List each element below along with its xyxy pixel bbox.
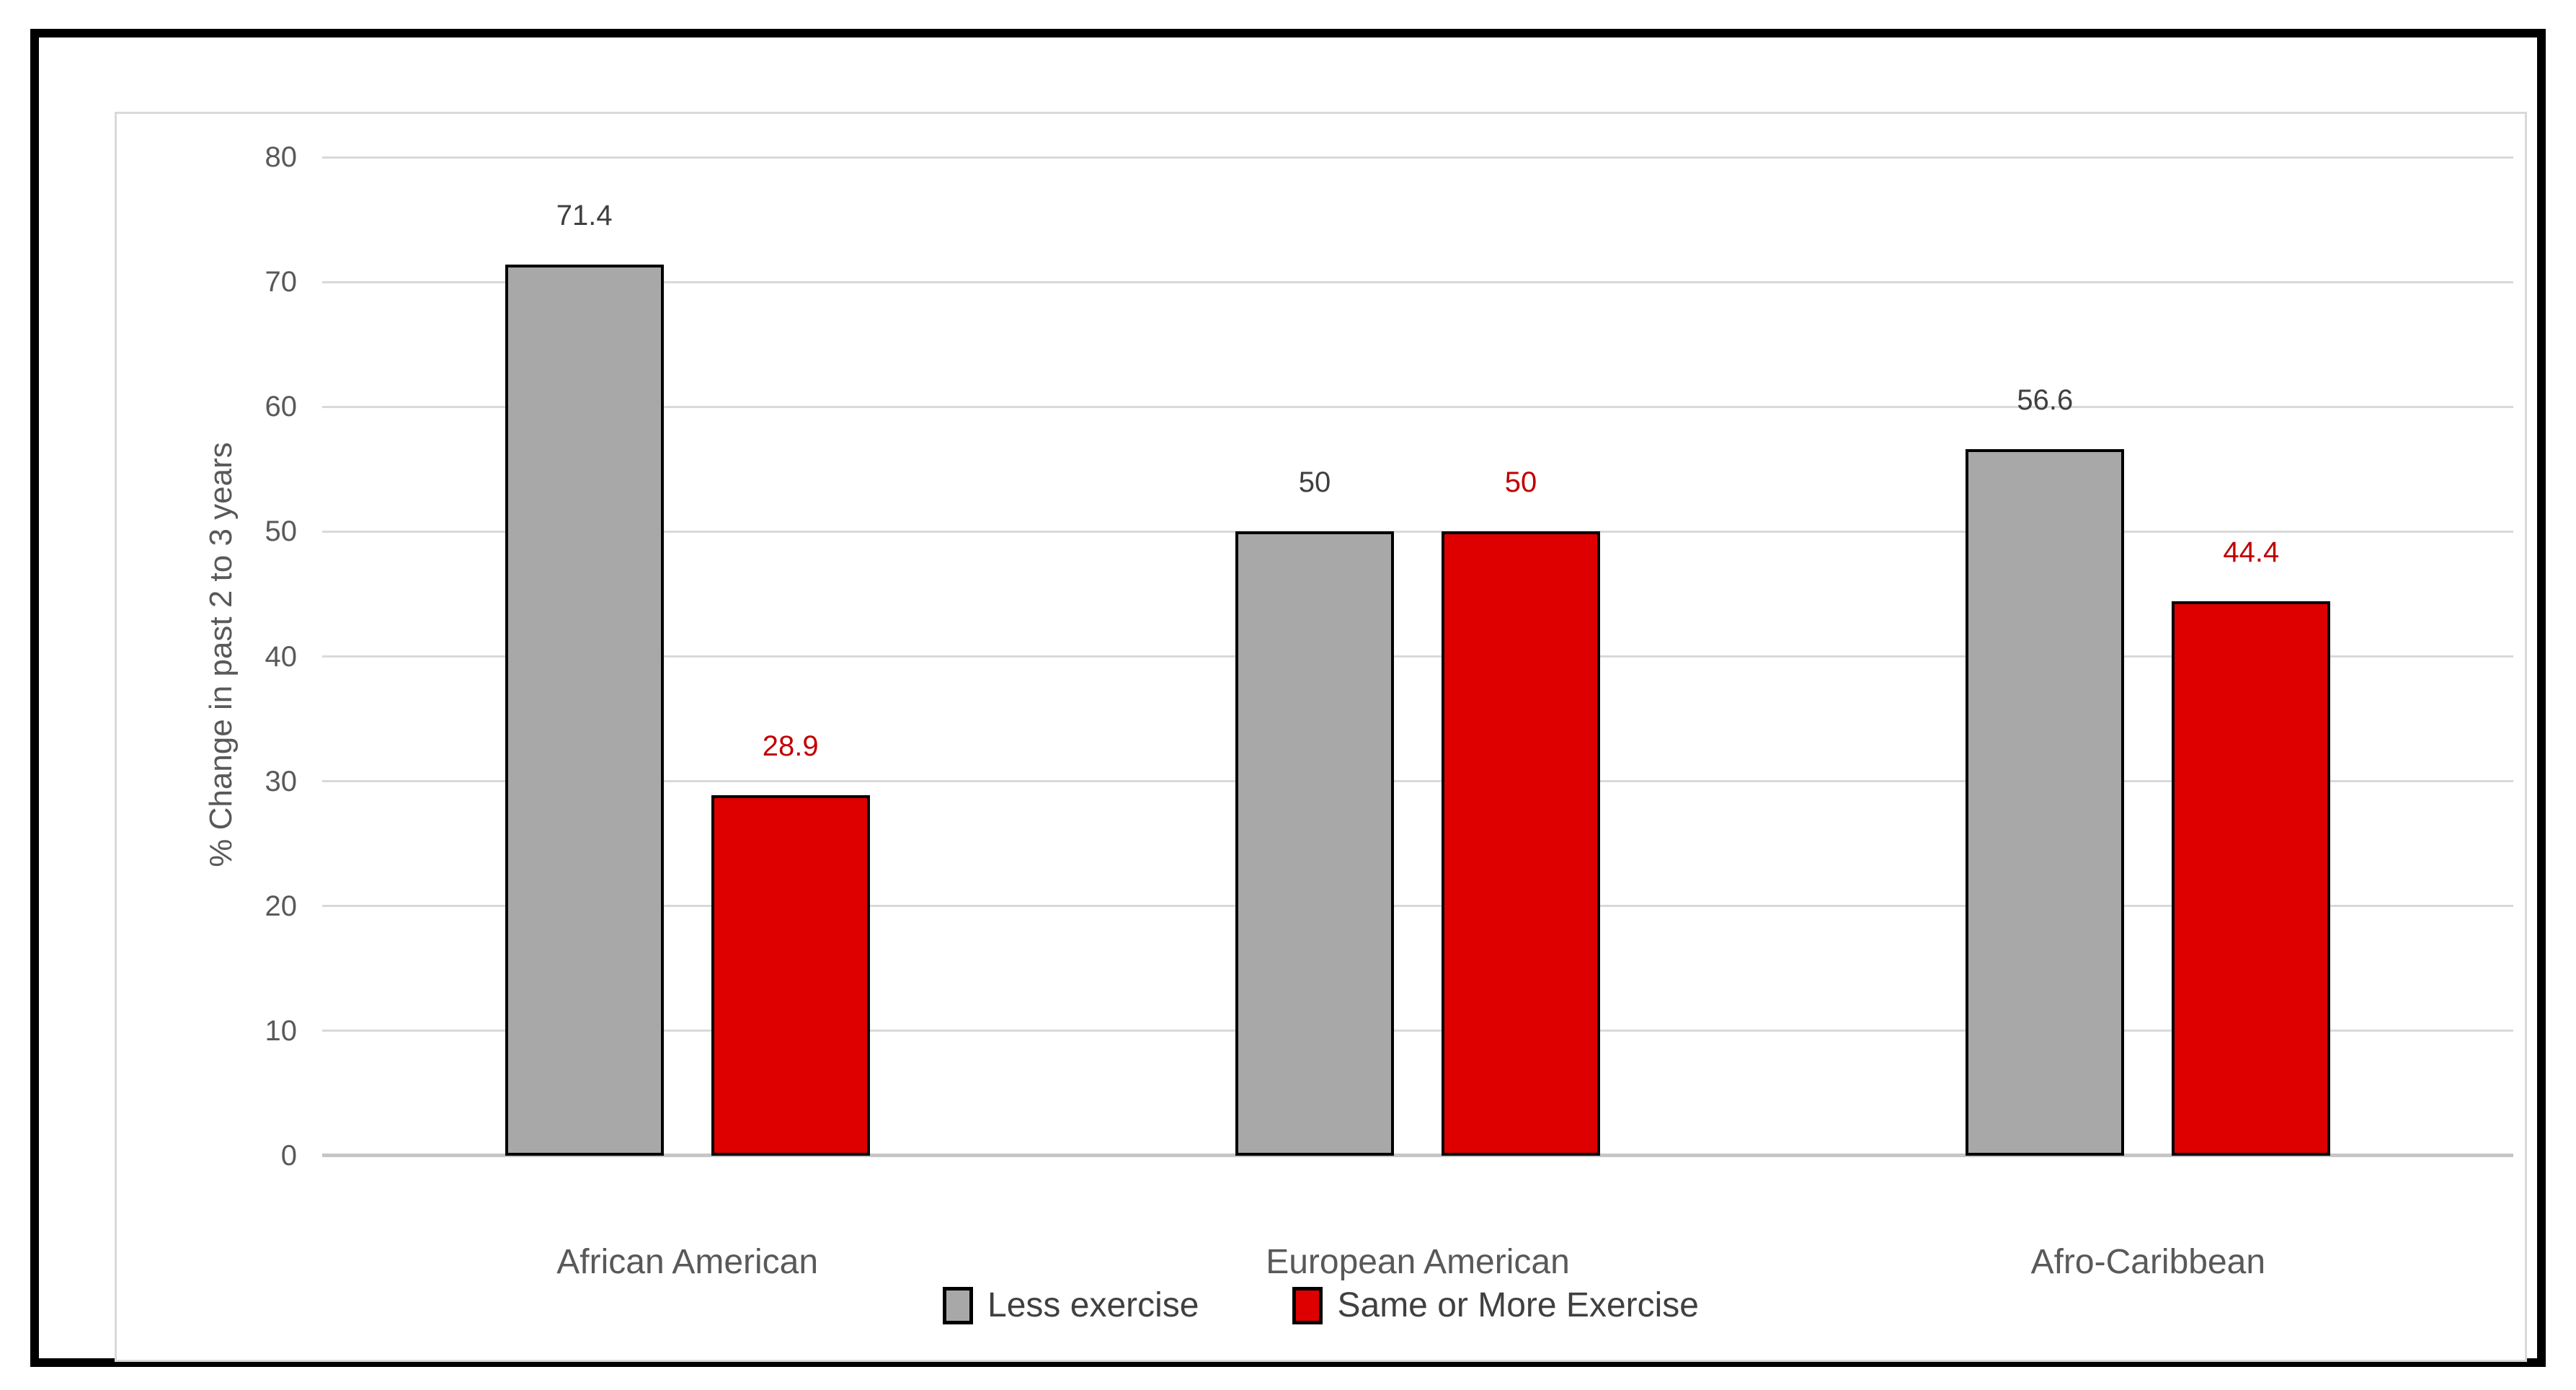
category-label: African American [556,1243,819,1281]
bar-less-exercise [1235,531,1394,1156]
legend-label: Less exercise [987,1286,1199,1324]
bar-same-or-more-exercise [711,794,870,1156]
y-tick-label: 30 [265,765,298,797]
chart-legend: Less exercise Same or More Exercise [117,1285,2525,1325]
bar-data-label: 44.4 [2223,536,2280,569]
y-tick-label: 20 [265,890,298,922]
category-label: European American [1266,1243,1570,1281]
y-tick-label: 80 [265,141,298,173]
x-axis-category-labels: African American European American Afro-… [322,1242,2513,1282]
gridline [322,405,2513,408]
plot-area: 0 10 20 30 40 50 60 70 80 71.4 28.9 50 50 56.6 44.4 [265,141,2513,1172]
y-tick-label: 60 [265,391,298,423]
bar-less-exercise [505,264,664,1156]
legend-item-same-or-more-exercise: Same or More Exercise [1292,1285,1699,1325]
gridline [322,905,2513,908]
gridline [322,280,2513,283]
bar-data-label: 56.6 [2017,384,2074,417]
bar-data-label: 50 [1298,466,1331,499]
gridline [322,780,2513,783]
gridline [322,530,2513,533]
legend-swatch-red [1292,1286,1323,1324]
bar-data-label: 50 [1504,466,1537,499]
y-tick-label: 40 [265,640,298,673]
gridline [322,156,2513,159]
chart-area: % Change in past 2 to 3 years 0 10 20 30 40 5… [115,112,2527,1362]
legend-label: Same or More Exercise [1337,1286,1699,1324]
gridline [322,655,2513,658]
y-tick-label: 70 [265,266,298,298]
legend-swatch-gray [943,1286,974,1324]
bar-data-label: 28.9 [762,730,819,762]
y-tick-label: 10 [265,1014,298,1047]
figure-outer-border: % Change in past 2 to 3 years 0 10 20 30 40 5… [30,29,2546,1367]
x-axis-line [322,1154,2513,1157]
category-label: Afro-Caribbean [2030,1243,2266,1281]
bar-data-label: 71.4 [556,199,613,231]
y-tick-label: 0 [280,1140,297,1172]
legend-item-less-exercise: Less exercise [943,1285,1199,1325]
bar-same-or-more-exercise [2172,601,2331,1156]
bar-same-or-more-exercise [1442,531,1600,1156]
bar-less-exercise [1966,449,2125,1156]
y-tick-label: 50 [265,515,298,548]
gridline [322,1030,2513,1032]
